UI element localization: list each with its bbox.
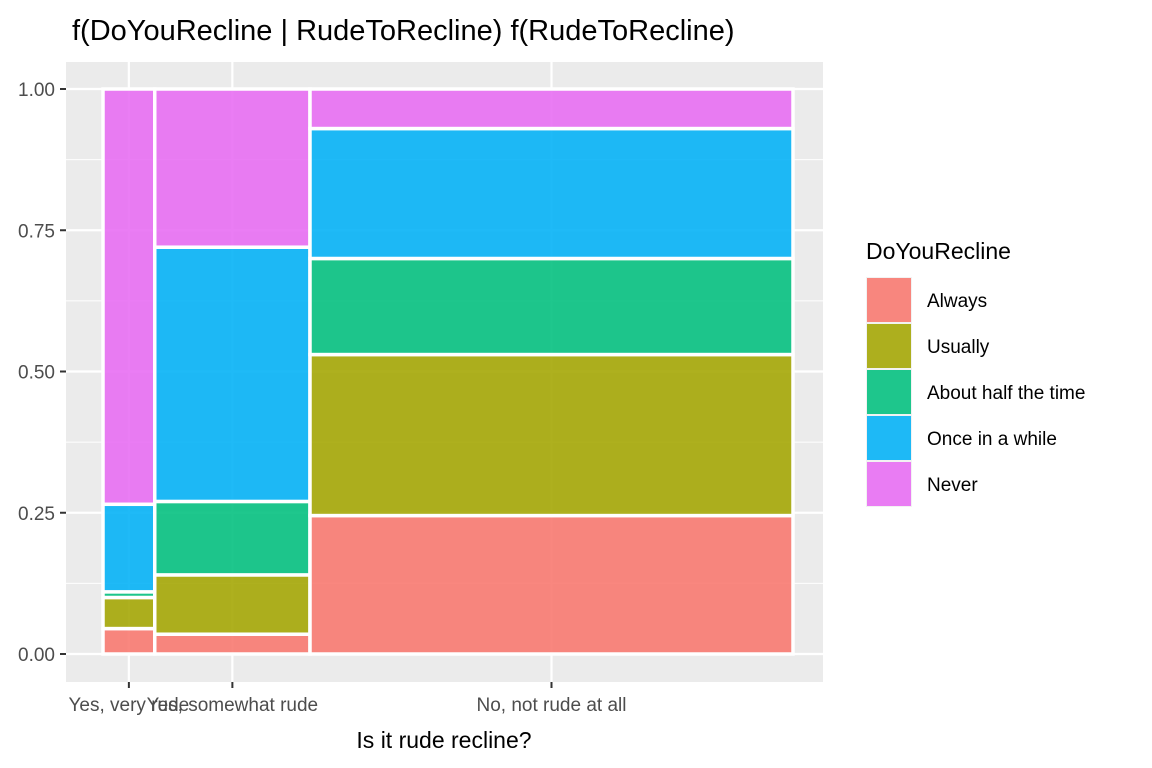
mosaic-tile xyxy=(153,245,312,504)
legend-swatch xyxy=(867,324,911,368)
mosaic-tile xyxy=(308,126,795,261)
y-tick-label: 1.00 xyxy=(18,80,55,101)
legend-title: DoYouRecline xyxy=(866,238,1011,264)
mosaic-tile xyxy=(308,256,795,357)
mosaic-tiles xyxy=(101,87,795,656)
y-tick-label: 0.25 xyxy=(18,504,55,525)
mosaic-tile xyxy=(101,595,157,631)
legend: DoYouRecline Always Usually About half the… xyxy=(866,238,1085,507)
legend-label: Always xyxy=(927,291,987,312)
legend-swatch xyxy=(867,278,911,322)
x-tick-label: No, not rude at all xyxy=(477,695,627,716)
legend-swatch xyxy=(867,462,911,506)
x-axis-title: Is it rude recline? xyxy=(356,727,531,753)
y-axis: 0.00 0.25 0.50 0.75 1.00 xyxy=(18,80,66,666)
y-tick-label: 0.75 xyxy=(18,221,55,242)
mosaic-tile xyxy=(153,573,312,636)
y-tick-label: 0.50 xyxy=(18,363,55,384)
x-tick-label: Yes, somewhat rude xyxy=(147,695,318,716)
mosaic-tile xyxy=(101,87,157,507)
y-tick-label: 0.00 xyxy=(18,645,55,666)
x-tick-label: Yes, very rude xyxy=(68,695,189,716)
mosaic-tile xyxy=(308,513,795,656)
legend-label: Never xyxy=(927,475,978,496)
mosaic-tile xyxy=(153,632,312,656)
legend-label: Usually xyxy=(927,337,990,358)
chart-title: f(DoYouRecline | RudeToRecline) f(RudeTo… xyxy=(72,15,735,47)
legend-swatch xyxy=(867,416,911,460)
mosaic-tile xyxy=(308,352,795,518)
legend-label: Once in a while xyxy=(927,429,1057,450)
mosaic-tile xyxy=(308,87,795,131)
mosaic-tile xyxy=(101,502,157,594)
mosaic-tile xyxy=(101,626,157,656)
mosaic-tile xyxy=(153,499,312,577)
mosaic-tile xyxy=(153,87,312,249)
legend-label: About half the time xyxy=(927,383,1085,404)
legend-swatch xyxy=(867,370,911,414)
